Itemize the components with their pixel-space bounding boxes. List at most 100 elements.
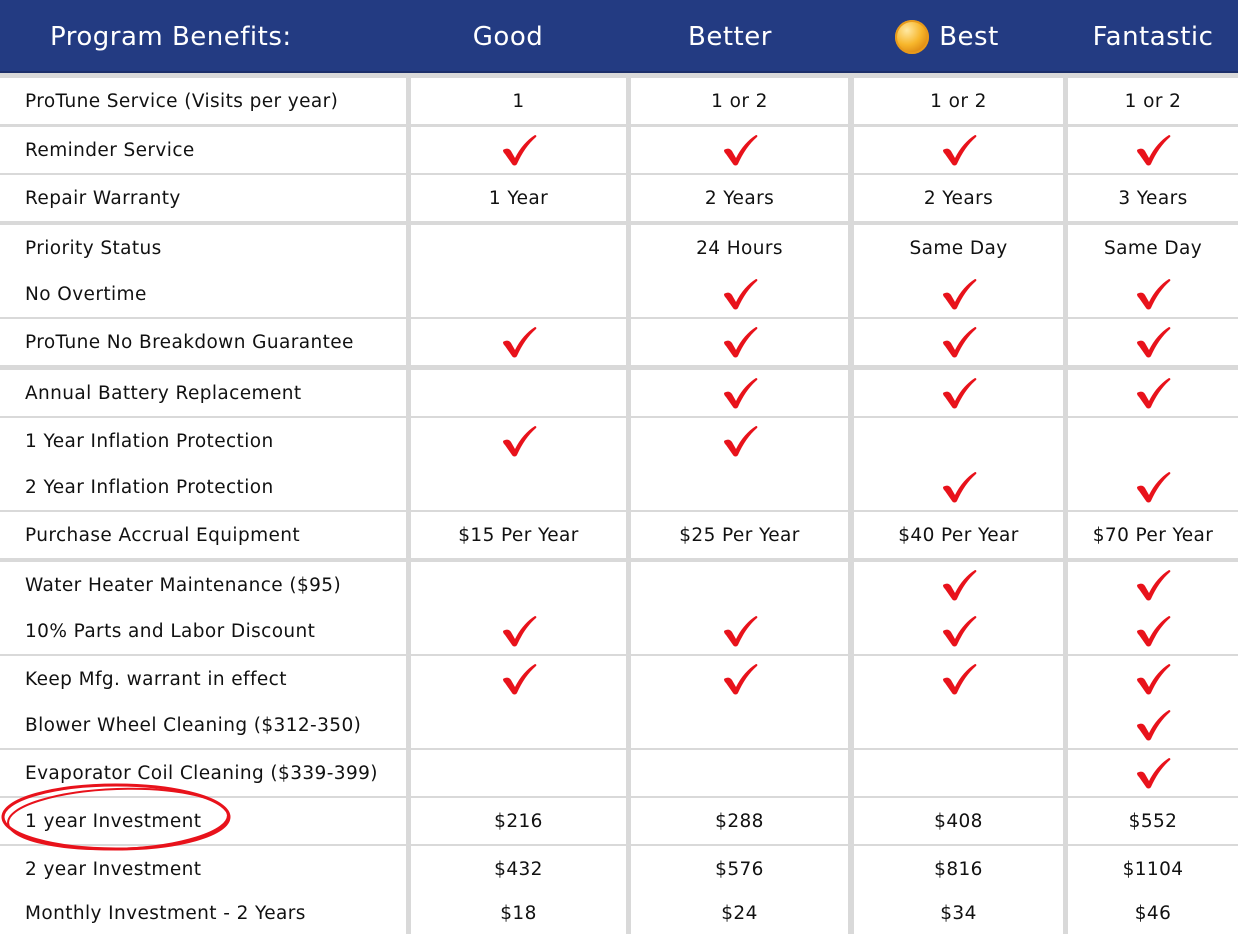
- tier-label-fantastic: Fantastic: [1092, 21, 1214, 52]
- benefit-label: Blower Wheel Cleaning ($312-350): [25, 714, 362, 736]
- benefit-value: $40 Per Year: [898, 524, 1019, 546]
- value-cell-good: 1 Year: [411, 175, 626, 221]
- value-cell-best: [854, 319, 1063, 365]
- benefit-value: $216: [494, 810, 543, 832]
- gold-medal-icon: [895, 19, 930, 54]
- value-cell-best: [854, 750, 1063, 796]
- value-cell-better: [631, 656, 848, 702]
- benefit-value: 2 Years: [704, 187, 775, 209]
- value-cell-better: $25 Per Year: [631, 512, 848, 558]
- tier-heading-better: Better: [630, 0, 830, 73]
- checkmark-icon: [723, 327, 757, 358]
- value-cell-fantastic: [1068, 418, 1238, 464]
- checkmark-icon: [502, 616, 536, 647]
- tier-heading-good: Good: [408, 0, 608, 73]
- benefit-label: 2 year Investment: [25, 858, 202, 880]
- value-cell-better: $288: [631, 798, 848, 844]
- value-cell-good: [411, 562, 626, 608]
- value-cell-best: [854, 562, 1063, 608]
- checkmark-icon: [723, 616, 757, 647]
- value-cell-fantastic: Same Day: [1068, 225, 1238, 271]
- value-cell-fantastic: [1068, 656, 1238, 702]
- value-cell-fantastic: [1068, 127, 1238, 173]
- value-cell-better: $576: [631, 846, 848, 892]
- value-cell-better: [631, 319, 848, 365]
- value-cell-fantastic: 1 or 2: [1068, 78, 1238, 124]
- benefit-value: $432: [494, 858, 543, 880]
- benefit-value: Same Day: [909, 237, 1008, 259]
- checkmark-icon: [502, 664, 536, 695]
- value-cell-fantastic: $1104: [1068, 846, 1238, 892]
- checkmark-icon: [502, 327, 536, 358]
- row-label-cell: Blower Wheel Cleaning ($312-350): [0, 702, 406, 748]
- value-cell-fantastic: $552: [1068, 798, 1238, 844]
- benefit-value: 1 or 2: [711, 90, 768, 112]
- checkmark-icon: [942, 472, 976, 503]
- value-cell-fantastic: [1068, 750, 1238, 796]
- checkmark-icon: [1137, 616, 1171, 647]
- benefit-label: Reminder Service: [25, 139, 195, 161]
- benefit-value: $552: [1128, 810, 1178, 832]
- benefit-value: 24 Hours: [696, 237, 783, 259]
- row-label-cell: 2 year Investment: [0, 846, 406, 892]
- checkmark-icon: [502, 135, 536, 166]
- checkmark-icon: [1137, 279, 1171, 310]
- benefit-value: $70 Per Year: [1092, 524, 1214, 546]
- value-cell-better: $24: [631, 892, 848, 934]
- value-cell-fantastic: [1068, 370, 1238, 416]
- value-cell-fantastic: [1068, 562, 1238, 608]
- benefit-value: $1104: [1122, 858, 1184, 880]
- value-cell-good: 1: [411, 78, 626, 124]
- tier-heading-fantastic: Fantastic: [1068, 0, 1238, 73]
- value-cell-fantastic: $70 Per Year: [1068, 512, 1238, 558]
- value-cell-best: $34: [854, 892, 1063, 934]
- value-cell-good: $432: [411, 846, 626, 892]
- row-label-cell: Water Heater Maintenance ($95): [0, 562, 406, 608]
- checkmark-icon: [1137, 135, 1171, 166]
- row-label-cell: Purchase Accrual Equipment: [0, 512, 406, 558]
- benefit-value: $46: [1134, 902, 1172, 924]
- row-label-cell: Keep Mfg. warrant in effect: [0, 656, 406, 702]
- row-label-cell: Repair Warranty: [0, 175, 406, 221]
- checkmark-icon: [942, 279, 976, 310]
- benefit-value: 2 Years: [923, 187, 994, 209]
- value-cell-fantastic: [1068, 464, 1238, 510]
- checkmark-icon: [723, 664, 757, 695]
- value-cell-better: [631, 608, 848, 654]
- value-cell-better: [631, 271, 848, 317]
- checkmark-icon: [1137, 758, 1171, 789]
- value-cell-better: 2 Years: [631, 175, 848, 221]
- value-cell-fantastic: [1068, 608, 1238, 654]
- value-cell-good: [411, 271, 626, 317]
- checkmark-icon: [942, 378, 976, 409]
- value-cell-best: $408: [854, 798, 1063, 844]
- value-cell-better: [631, 370, 848, 416]
- value-cell-fantastic: 3 Years: [1068, 175, 1238, 221]
- value-cell-better: [631, 702, 848, 748]
- benefit-label: 1 Year Inflation Protection: [25, 430, 274, 452]
- row-label-cell: Priority Status: [0, 225, 406, 271]
- checkmark-icon: [1137, 378, 1171, 409]
- checkmark-icon: [502, 426, 536, 457]
- value-cell-better: [631, 750, 848, 796]
- tier-heading-best: Best: [852, 0, 1042, 73]
- value-cell-good: $18: [411, 892, 626, 934]
- benefit-label: ProTune Service (Visits per year): [25, 90, 339, 112]
- value-cell-good: [411, 702, 626, 748]
- value-cell-good: [411, 370, 626, 416]
- tier-label-best: Best: [939, 21, 999, 52]
- row-label-cell: 1 year Investment: [0, 798, 406, 844]
- row-label-cell: Reminder Service: [0, 127, 406, 173]
- value-cell-better: [631, 464, 848, 510]
- checkmark-icon: [942, 570, 976, 601]
- benefits-table: ProTune Service (Visits per year) 1 1 or 2…: [0, 75, 1238, 934]
- row-label-cell: Monthly Investment - 2 Years: [0, 892, 406, 934]
- checkmark-icon: [942, 135, 976, 166]
- value-cell-good: [411, 418, 626, 464]
- row-label-cell: ProTune Service (Visits per year): [0, 78, 406, 124]
- benefit-value: $34: [940, 902, 977, 924]
- row-label-cell: Evaporator Coil Cleaning ($339-399): [0, 750, 406, 796]
- value-cell-good: [411, 225, 626, 271]
- checkmark-icon: [1137, 570, 1171, 601]
- benefit-value: $288: [715, 810, 764, 832]
